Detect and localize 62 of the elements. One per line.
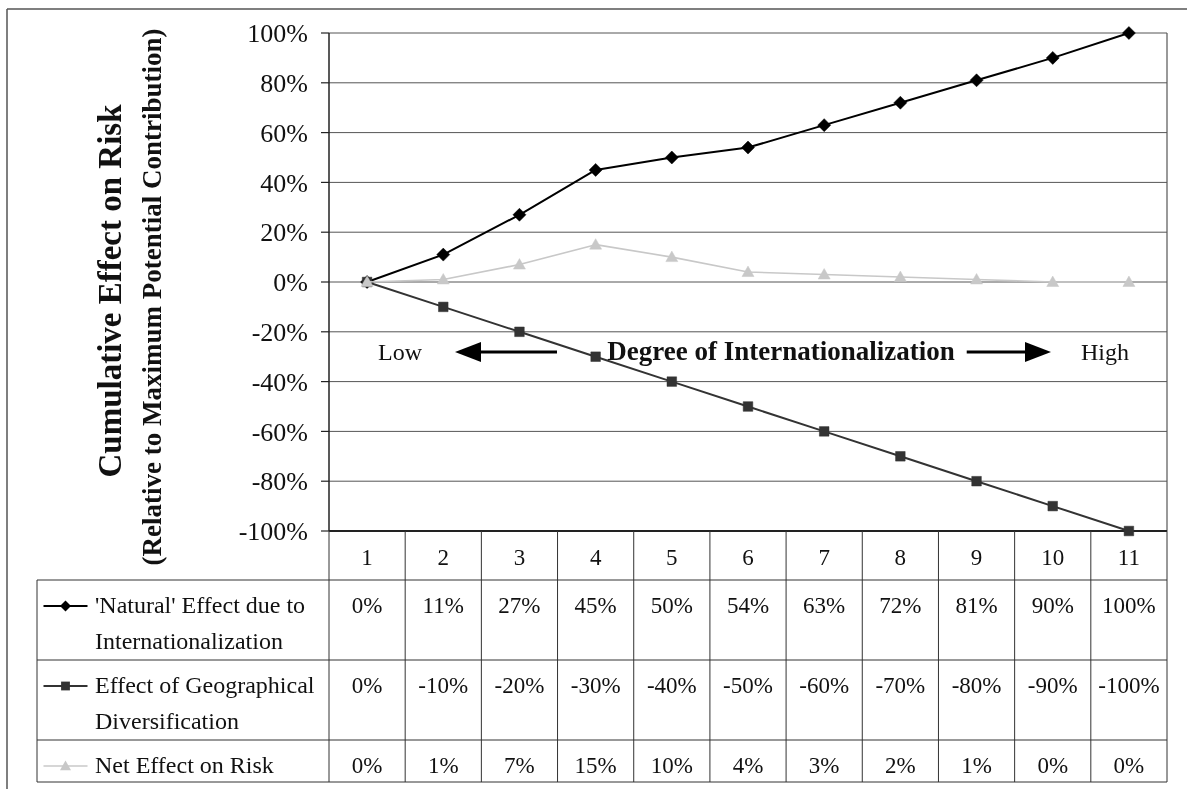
- data-label: -10%: [418, 673, 469, 698]
- data-label: 50%: [650, 593, 693, 618]
- legend-label: Effect of Geographical Diversification: [95, 672, 315, 734]
- data-label: -60%: [799, 673, 850, 698]
- data-label: 0%: [351, 753, 383, 778]
- y-tick-label: -80%: [251, 467, 308, 497]
- legend-label: 'Natural' Effect due to Internationalization: [95, 592, 306, 654]
- data-label: 100%: [1102, 593, 1156, 618]
- annotation: Degree of Internationalization: [607, 336, 955, 366]
- y-tick-label: 20%: [260, 218, 308, 248]
- data-label: 81%: [955, 593, 998, 618]
- data-label: -80%: [951, 673, 1002, 698]
- data-label: 72%: [879, 593, 922, 618]
- x-tick-label: 2: [437, 545, 450, 570]
- data-label: 2%: [885, 753, 916, 778]
- x-tick-label: 9: [970, 545, 983, 570]
- data-label: -30%: [570, 673, 621, 698]
- y-tick-label: -100%: [238, 517, 308, 547]
- data-label: -90%: [1027, 673, 1078, 698]
- data-label: -50%: [723, 673, 773, 698]
- y-tick-label: 0%: [273, 268, 308, 298]
- data-label: -100%: [1098, 673, 1160, 698]
- y-tick-label: 100%: [247, 19, 308, 49]
- data-label: 63%: [803, 593, 846, 618]
- data-label: -20%: [494, 673, 545, 698]
- y-tick-label: -60%: [251, 417, 308, 447]
- data-label: 0%: [351, 593, 383, 618]
- annotation: Low: [378, 339, 423, 365]
- annotation: High: [1081, 339, 1129, 365]
- data-label: 0%: [1037, 753, 1069, 778]
- legend-label: Net Effect on Risk: [95, 752, 274, 778]
- y-tick-label: 60%: [260, 118, 308, 148]
- data-label: -40%: [646, 673, 697, 698]
- x-tick-label: 3: [513, 545, 526, 570]
- x-tick-label: 8: [894, 545, 907, 570]
- x-tick-label: 6: [742, 545, 754, 570]
- y-tick-label: 40%: [260, 168, 308, 198]
- y-tick-label: -40%: [251, 367, 308, 397]
- data-label: 7%: [504, 753, 535, 778]
- data-label: 4%: [732, 753, 764, 778]
- data-label: 1%: [961, 753, 992, 778]
- data-label: 90%: [1031, 593, 1074, 618]
- x-tick-label: 4: [589, 545, 602, 570]
- x-tick-label: 11: [1117, 545, 1140, 570]
- data-label: 54%: [726, 593, 770, 618]
- data-label: 3%: [808, 753, 840, 778]
- x-tick-label: 7: [818, 545, 830, 570]
- data-label: 0%: [351, 673, 383, 698]
- y-tick-label: -20%: [251, 317, 308, 347]
- y-axis-title: Cumulative Effect on Risk (Relative to Maximum Potential Contribution): [92, 28, 167, 566]
- x-tick-label: 1: [361, 545, 373, 570]
- data-label: -70%: [875, 673, 926, 698]
- x-tick-label: 10: [1041, 545, 1065, 570]
- data-label: 45%: [574, 593, 617, 618]
- data-label: 10%: [650, 753, 693, 778]
- data-label: 0%: [1113, 753, 1145, 778]
- data-label: 15%: [574, 753, 617, 778]
- y-tick-label: 80%: [260, 68, 308, 98]
- data-label: 11%: [422, 593, 464, 618]
- data-label: 1%: [427, 753, 459, 778]
- data-label: 27%: [498, 593, 541, 618]
- x-tick-label: 5: [666, 545, 678, 570]
